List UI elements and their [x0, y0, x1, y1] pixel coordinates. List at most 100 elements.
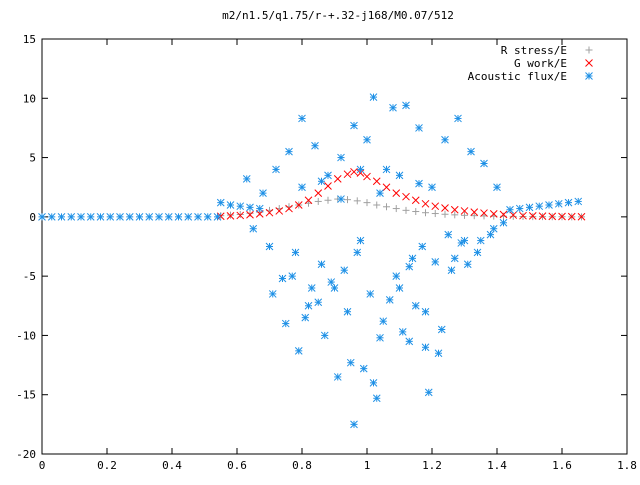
- g-work-point: [265, 208, 274, 217]
- r-stress-point: [314, 197, 322, 205]
- acoustic-flux-point: [372, 394, 381, 403]
- acoustic-flux-point: [337, 195, 345, 203]
- acoustic-flux-point: [424, 388, 433, 397]
- acoustic-flux-point: [67, 213, 76, 221]
- g-work-point: [460, 207, 469, 215]
- acoustic-flux-point: [405, 262, 414, 271]
- acoustic-flux-point: [155, 213, 163, 221]
- acoustic-flux-point: [431, 258, 440, 266]
- r-stress-point: [461, 211, 468, 219]
- y-tick-label: -10: [16, 329, 36, 342]
- legend-marker: [585, 72, 593, 80]
- acoustic-flux-point: [476, 236, 485, 245]
- legend-label: R stress/E: [501, 44, 567, 57]
- g-work-point: [382, 183, 391, 192]
- x-axis: 0 0.2 0.4 0.6 0.8 1 1.2 1.4 1.6 1.8: [39, 39, 637, 472]
- g-work-point: [392, 189, 401, 197]
- g-work-point: [411, 196, 420, 205]
- x-tick-label: 1.2: [422, 459, 442, 472]
- r-stress-point: [246, 209, 254, 217]
- r-stress-point: [353, 197, 361, 205]
- acoustic-flux-point: [135, 213, 144, 221]
- acoustic-flux-point: [288, 272, 297, 280]
- acoustic-flux-point: [194, 213, 202, 221]
- acoustic-flux-point: [249, 224, 258, 233]
- r-stress-point: [470, 212, 478, 220]
- plot-frame: [41, 38, 628, 455]
- r-stress-point: [431, 210, 439, 218]
- acoustic-flux-point: [382, 165, 391, 174]
- acoustic-flux-point: [350, 121, 358, 130]
- y-tick-label: 10: [23, 92, 36, 105]
- acoustic-flux-point: [298, 114, 306, 123]
- acoustic-flux-point: [376, 189, 384, 197]
- acoustic-flux-point: [242, 175, 251, 183]
- acoustic-flux-point: [405, 337, 414, 346]
- g-work-point: [324, 182, 332, 190]
- series-1: [216, 167, 586, 221]
- acoustic-flux-point: [320, 331, 329, 340]
- acoustic-flux-point: [278, 274, 287, 283]
- acoustic-flux-point: [340, 266, 349, 275]
- g-work-point: [236, 211, 245, 220]
- r-stress-point: [392, 205, 400, 213]
- acoustic-flux-point: [457, 239, 466, 247]
- acoustic-flux-point: [473, 248, 482, 257]
- acoustic-flux-point: [447, 266, 456, 275]
- g-work-point: [499, 210, 508, 219]
- acoustic-flux-point: [402, 101, 410, 110]
- acoustic-flux-point: [259, 189, 267, 197]
- acoustic-flux-point: [314, 298, 323, 307]
- legend-label: G work/E: [514, 57, 567, 70]
- acoustic-flux-point: [106, 213, 115, 221]
- acoustic-flux-point: [125, 213, 134, 221]
- acoustic-flux-point: [164, 213, 173, 221]
- chart-title: m2/n1.5/q1.75/r-+.32-j168/M0.07/512: [222, 9, 454, 22]
- acoustic-flux-point: [285, 147, 293, 156]
- acoustic-flux-point: [428, 183, 436, 192]
- acoustic-flux-point: [499, 218, 508, 227]
- g-work-point: [350, 167, 358, 176]
- x-tick-label: 1: [364, 459, 371, 472]
- x-tick-label: 1.8: [617, 459, 637, 472]
- legend-label: Acoustic flux/E: [468, 70, 567, 83]
- r-stress-point: [441, 210, 449, 218]
- g-work-point: [285, 204, 293, 213]
- acoustic-flux-point: [395, 284, 404, 292]
- acoustic-flux-point: [246, 203, 254, 212]
- acoustic-flux-point: [395, 171, 404, 180]
- r-stress-point: [529, 213, 537, 221]
- acoustic-flux-point: [174, 213, 183, 221]
- acoustic-flux-point: [213, 213, 222, 221]
- acoustic-flux-point: [359, 364, 368, 373]
- r-stress-point: [412, 208, 420, 216]
- acoustic-flux-point: [57, 213, 66, 221]
- acoustic-flux-point: [441, 135, 449, 144]
- acoustic-flux-point: [392, 272, 401, 280]
- acoustic-flux-point: [398, 328, 407, 336]
- y-tick-label: 0: [29, 211, 36, 224]
- acoustic-flux-point: [450, 254, 459, 263]
- acoustic-flux-point: [317, 260, 326, 269]
- acoustic-flux-point: [265, 242, 274, 251]
- g-work-point: [567, 212, 576, 221]
- acoustic-flux-point: [346, 358, 355, 367]
- g-work-point: [314, 189, 323, 197]
- acoustic-flux-point: [255, 204, 264, 213]
- y-tick-label: 5: [29, 152, 36, 165]
- g-work-point: [450, 205, 459, 214]
- r-stress-point: [451, 211, 459, 219]
- acoustic-flux-point: [467, 147, 475, 156]
- acoustic-flux-point: [333, 373, 342, 381]
- acoustic-flux-point: [493, 183, 501, 192]
- acoustic-flux-point: [525, 203, 534, 212]
- acoustic-flux-point: [489, 224, 498, 233]
- acoustic-flux-point: [337, 153, 345, 162]
- acoustic-flux-point: [294, 346, 303, 355]
- acoustic-flux-point: [353, 248, 362, 257]
- legend-marker: [585, 59, 593, 67]
- g-work-point: [441, 204, 449, 212]
- g-work-point: [333, 175, 342, 183]
- acoustic-flux-point: [463, 260, 472, 269]
